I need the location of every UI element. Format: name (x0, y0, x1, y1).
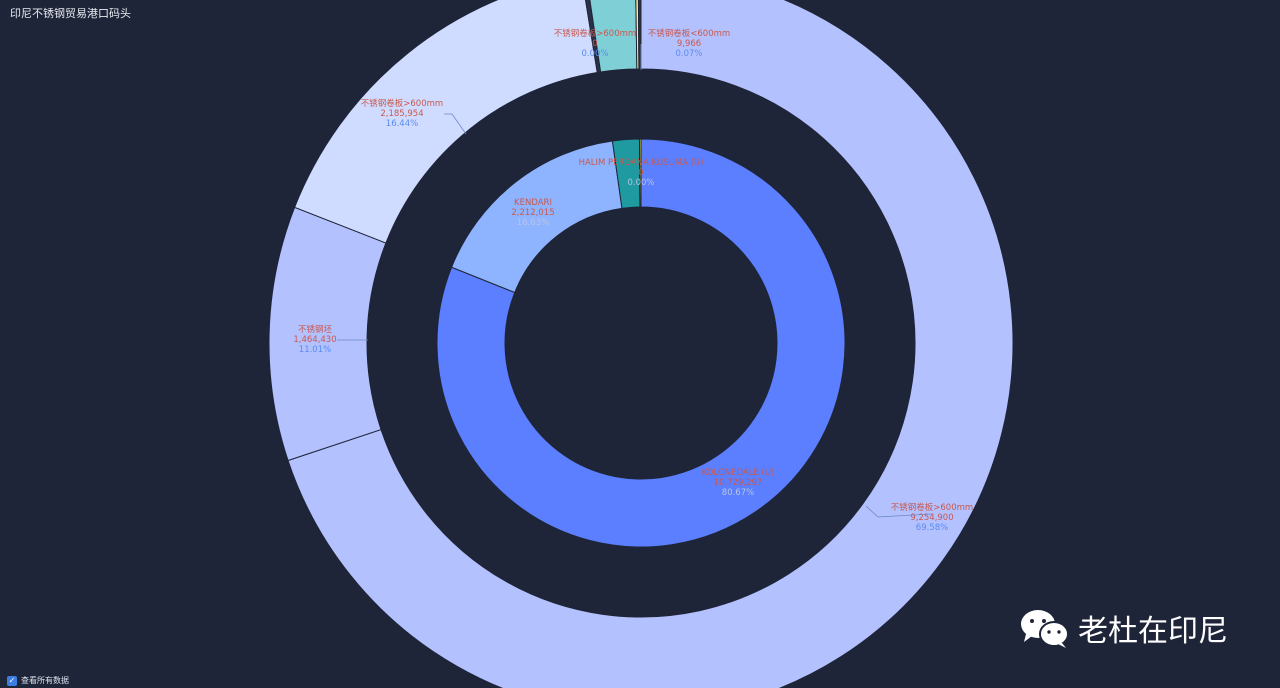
outer-label-0-value: 9,254,900 (910, 513, 953, 523)
outer-label-0-percent: 69.58% (916, 523, 948, 533)
outer-ring (268, 0, 1014, 688)
inner-ring (436, 138, 846, 548)
outer-label-6-value: 9,966 (677, 39, 701, 49)
inner-slice-3[interactable] (638, 138, 642, 208)
outer-label-6-percent: 0.07% (675, 49, 702, 59)
outer-leader-0 (865, 505, 933, 518)
outer-slice-6[interactable] (637, 0, 642, 70)
outer-label-1-value: 1,464,430 (293, 335, 336, 345)
chart-labels: 不锈钢卷板>600mm9,254,90069.58%不锈钢坯1,464,4301… (293, 28, 973, 533)
checkbox-icon[interactable]: ✓ (7, 675, 17, 686)
outer-label-1-percent: 11.01% (299, 345, 331, 355)
inner-label-0-percent: 80.67% (722, 488, 754, 498)
outer-slice-0[interactable] (287, 0, 1014, 688)
outer-label-5-name: 不锈钢卷板>600mm (554, 28, 636, 39)
legend-toggle[interactable]: ✓ 查看所有数据 (7, 675, 69, 686)
inner-label-3-percent: 0.00% (627, 178, 654, 188)
outer-label-2-name: 不锈钢卷板>600mm (361, 98, 443, 109)
outer-label-5-value: 0 (592, 39, 597, 49)
inner-label-0-name: KOLONEDALE (U) (702, 468, 775, 478)
watermark-text: 老杜在印尼 (1078, 614, 1228, 649)
outer-label-1-name: 不锈钢坯 (298, 324, 333, 335)
inner-label-1-name: KENDARI (514, 198, 552, 208)
outer-label-2-percent: 16.44% (386, 119, 418, 129)
chart-title: 印尼不锈钢贸易港口码头 (10, 7, 131, 20)
inner-slice-0[interactable] (436, 138, 846, 548)
inner-label-0-value: 10,729,297 (714, 478, 763, 488)
outer-slice-2[interactable] (293, 0, 598, 244)
inner-label-3-value: 0 (638, 168, 643, 178)
outer-leader-2 (444, 113, 467, 135)
inner-label-1-percent: 16.63% (517, 218, 549, 228)
inner-label-3-name: HALIM PERDANA KUSUMA (U) (579, 158, 704, 168)
outer-label-6-name: 不锈钢卷板<600mm (648, 28, 730, 39)
inner-label-1-value: 2,212,015 (511, 208, 554, 218)
outer-label-0-name: 不锈钢卷板>600mm (891, 502, 973, 513)
legend-toggle-label: 查看所有数据 (21, 676, 69, 685)
outer-label-5-percent: 0.00% (581, 49, 608, 59)
outer-label-2-value: 2,185,954 (380, 109, 423, 119)
wechat-icon (1021, 610, 1069, 648)
watermark: 老杜在印尼 (1018, 606, 1228, 650)
